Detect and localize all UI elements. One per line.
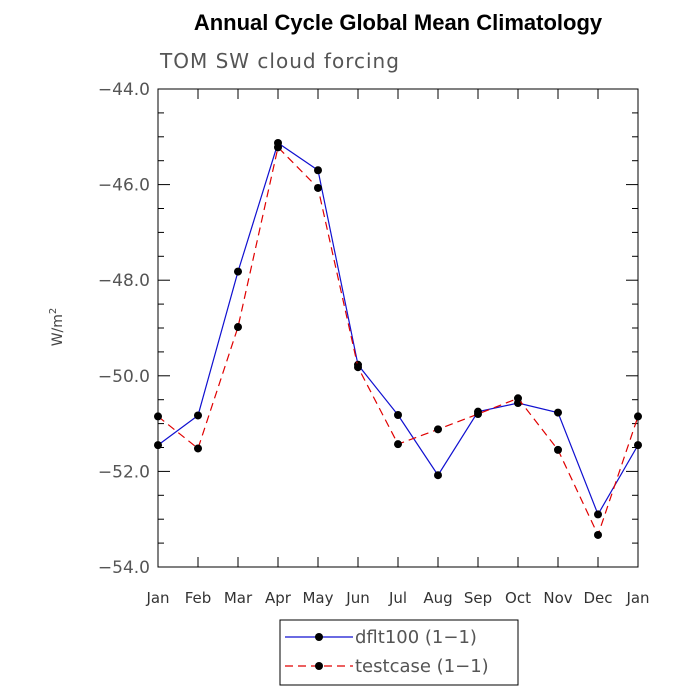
- x-tick-label: Jul: [388, 589, 407, 607]
- series-1: [154, 139, 642, 519]
- x-tick-labels: Jan Feb Mar Apr May Jun Jul Aug Sep Oct Nov Dec Jan: [145, 589, 649, 607]
- data-point: [434, 471, 442, 480]
- x-tick-label: Feb: [185, 589, 212, 607]
- x-tick-label: Mar: [224, 589, 253, 607]
- plot-axes: [157, 88, 639, 568]
- y-tick-label: −52.0: [98, 462, 150, 482]
- data-point: [194, 411, 202, 420]
- x-tick-label: Oct: [505, 589, 531, 607]
- data-point: [594, 510, 602, 519]
- y-axis-label-superscript: 2: [48, 308, 59, 314]
- data-point: [394, 410, 402, 419]
- legend-marker: [315, 633, 323, 641]
- data-point: [314, 166, 322, 175]
- data-point: [554, 408, 562, 417]
- data-point: [434, 425, 442, 434]
- x-tick-label: Jun: [345, 589, 369, 607]
- x-tick-label: Jan: [625, 589, 649, 607]
- y-tick-label: −46.0: [98, 176, 150, 196]
- data-point: [154, 412, 162, 421]
- y-axis-label: W/m2: [48, 308, 66, 347]
- data-point: [634, 441, 642, 450]
- x-tick-label: Sep: [464, 589, 492, 607]
- legend: dflt100 (1−1) testcase (1−1): [279, 619, 519, 686]
- series-line: [157, 142, 639, 516]
- data-point: [314, 183, 322, 192]
- plot-frame: [157, 88, 639, 568]
- y-tick-labels: −54.0 −52.0 −50.0 −48.0 −46.0 −44.0: [98, 80, 150, 578]
- y-tick-label: −44.0: [98, 80, 150, 100]
- data-point: [554, 445, 562, 454]
- data-point: [354, 363, 362, 372]
- x-tick-label: Dec: [583, 589, 612, 607]
- data-point: [234, 267, 242, 276]
- data-point: [634, 412, 642, 421]
- data-point: [234, 323, 242, 332]
- legend-marker: [315, 662, 323, 670]
- chart-title: Annual Cycle Global Mean Climatology: [194, 10, 603, 35]
- data-point: [594, 530, 602, 539]
- data-point: [154, 441, 162, 450]
- legend-box: [279, 619, 519, 686]
- x-tick-label: Aug: [423, 589, 452, 607]
- series-2: [154, 143, 642, 539]
- data-point: [394, 440, 402, 449]
- x-tick-label: Jan: [145, 589, 169, 607]
- legend-label: testcase (1−1): [355, 656, 489, 677]
- chart-subtitle: TOM SW cloud forcing: [159, 49, 400, 73]
- data-series: [154, 139, 642, 539]
- data-point: [514, 394, 522, 403]
- data-point: [474, 410, 482, 419]
- data-point: [274, 143, 282, 152]
- data-point: [194, 444, 202, 453]
- axis-ticks: [157, 88, 639, 568]
- series-line: [157, 146, 639, 537]
- y-tick-label: −48.0: [98, 271, 150, 291]
- legend-label: dflt100 (1−1): [355, 627, 477, 648]
- y-tick-label: −50.0: [98, 367, 150, 387]
- x-tick-label: May: [302, 589, 333, 607]
- y-tick-label: −54.0: [98, 558, 150, 578]
- x-tick-label: Nov: [543, 589, 572, 607]
- x-tick-label: Apr: [265, 589, 292, 607]
